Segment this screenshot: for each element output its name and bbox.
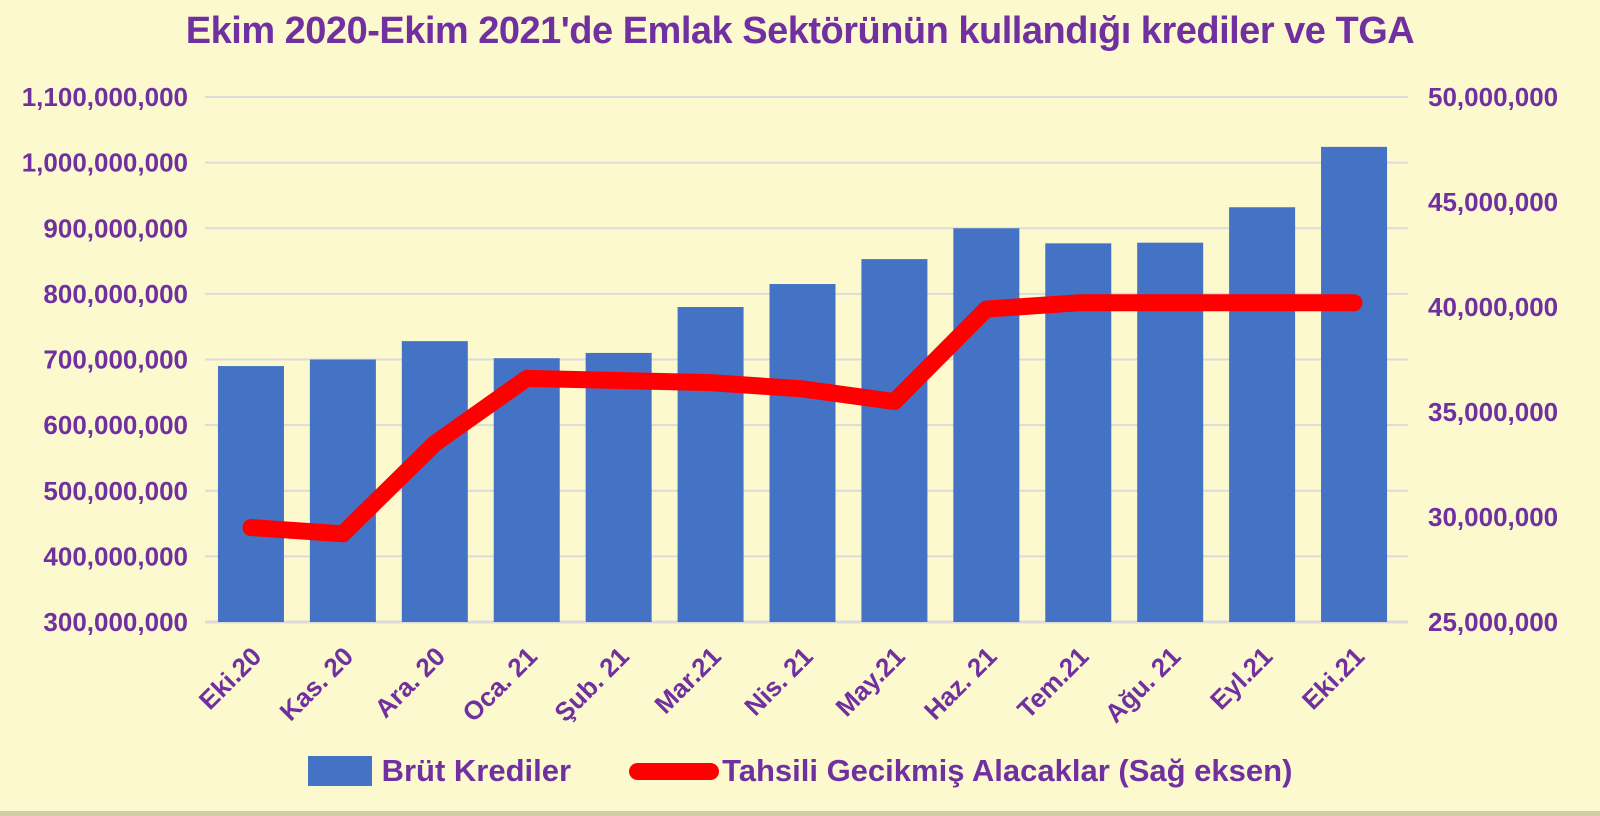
- x-axis-category-label: Ağu. 21: [1099, 641, 1187, 729]
- left-axis-tick-label: 700,000,000: [43, 345, 188, 375]
- bar: [401, 341, 468, 622]
- right-axis-tick-label: 25,000,000: [1428, 607, 1558, 637]
- legend-swatch-bar: [307, 756, 372, 786]
- left-axis-tick-label: 500,000,000: [43, 476, 188, 506]
- x-axis-category-label: Ara. 20: [369, 641, 452, 724]
- bar: [769, 284, 836, 622]
- legend-item-line: Tahsili Gecikmiş Alacaklar (Sağ eksen): [629, 753, 1292, 789]
- x-axis-category-label: Şub. 21: [548, 641, 635, 728]
- bar: [677, 307, 744, 622]
- bar: [1229, 207, 1296, 622]
- bar: [217, 366, 284, 622]
- bar: [309, 359, 376, 622]
- right-axis-tick-label: 45,000,000: [1428, 187, 1558, 217]
- x-axis-category-label: Tem.21: [1011, 641, 1094, 724]
- x-axis-category-label: Oca. 21: [456, 641, 543, 728]
- left-axis-tick-label: 900,000,000: [43, 213, 188, 243]
- legend-swatch-line: [629, 762, 720, 780]
- x-axis-category-label: Eyl.21: [1204, 641, 1278, 715]
- left-axis-tick-label: 600,000,000: [43, 410, 188, 440]
- left-axis-tick-label: 1,000,000,000: [22, 148, 188, 178]
- x-axis-category-label: Haz. 21: [918, 641, 1003, 726]
- x-axis-category-label: Mar.21: [648, 641, 726, 719]
- line-series: [242, 294, 1363, 543]
- left-axis-tick-label: 300,000,000: [43, 607, 188, 637]
- left-axis-tick-label: 800,000,000: [43, 279, 188, 309]
- left-axis-tick-label: 400,000,000: [43, 541, 188, 571]
- bar: [585, 352, 652, 622]
- x-axis-category-label: Eki.20: [193, 641, 267, 715]
- x-axis-category-label: Nis. 21: [738, 641, 818, 721]
- legend-label-bars: Brüt Krediler: [381, 753, 572, 788]
- bottom-edge-strip: [0, 811, 1600, 816]
- right-axis-tick-label: 35,000,000: [1428, 397, 1558, 427]
- bar: [1321, 146, 1388, 622]
- chart-title: Ekim 2020-Ekim 2021'de Emlak Sektörünün …: [185, 10, 1415, 52]
- left-axis-tick-label: 1,100,000,000: [22, 82, 188, 112]
- right-axis-tick-label: 30,000,000: [1428, 502, 1558, 532]
- legend-item-bars: Brüt Krediler: [307, 753, 572, 789]
- x-axis-category-label: May.21: [829, 641, 910, 722]
- bar: [861, 259, 928, 622]
- bar: [953, 228, 1020, 622]
- legend-label-line: Tahsili Gecikmiş Alacaklar (Sağ eksen): [722, 753, 1293, 788]
- x-axis-category-label: Kas. 20: [274, 641, 360, 727]
- x-axis-category-label: Eki.21: [1296, 641, 1370, 715]
- right-axis-tick-label: 50,000,000: [1428, 82, 1558, 112]
- right-axis-tick-label: 40,000,000: [1428, 292, 1558, 322]
- legend: Brüt Krediler Tahsili Gecikmiş Alacaklar…: [0, 746, 1600, 796]
